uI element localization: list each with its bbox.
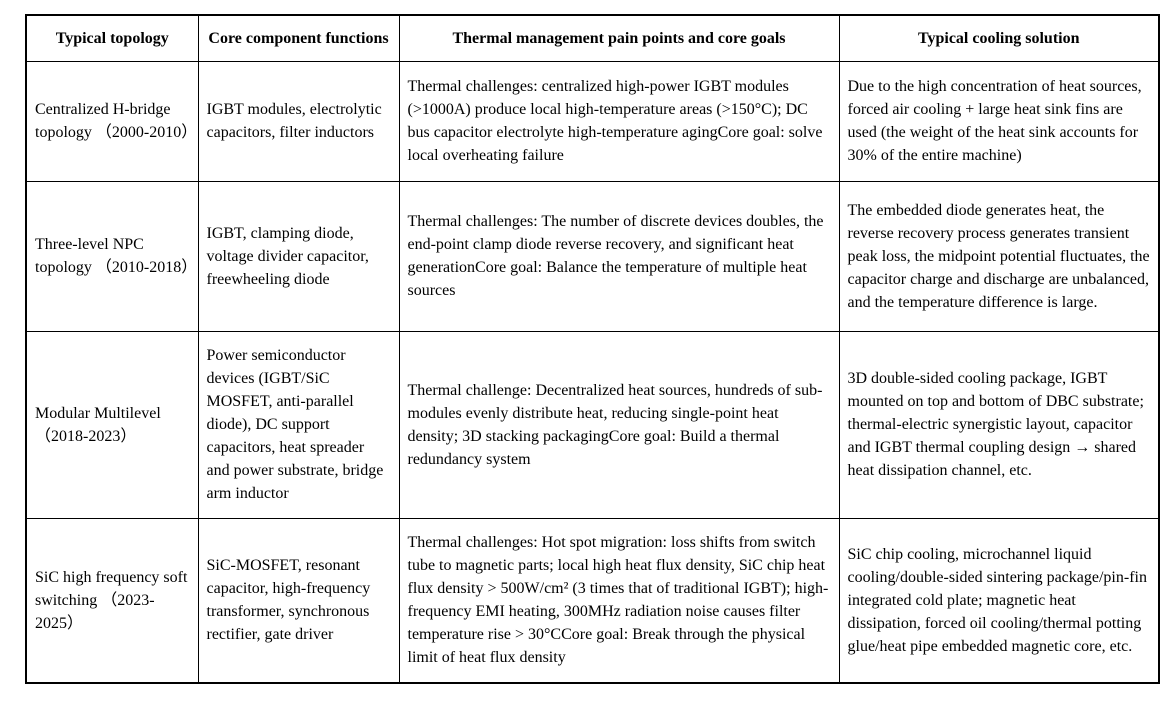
- cell-topology: SiC high frequency soft switching （2023-…: [25, 517, 199, 684]
- topology-thermal-table: Typical topology Core component function…: [25, 14, 1160, 684]
- col-header-typical-topology: Typical topology: [25, 14, 199, 62]
- cell-topology: Centralized H-bridge topology （2000-2010…: [25, 60, 199, 182]
- cell-cooling-solution: The embedded diode generates heat, the r…: [838, 180, 1160, 332]
- table-row-centralized-h-bridge: Centralized H-bridge topology （2000-2010…: [25, 60, 1160, 182]
- cell-components: IGBT, clamping diode, voltage divider ca…: [197, 180, 400, 332]
- cell-components: IGBT modules, electrolytic capacitors, f…: [197, 60, 400, 182]
- cell-topology: Three-level NPC topology （2010-2018）: [25, 180, 199, 332]
- header-row: Typical topology Core component function…: [25, 14, 1160, 62]
- cell-components: Power semiconductor devices (IGBT/SiC MO…: [197, 330, 400, 519]
- cell-pain-points: Thermal challenge: Decentralized heat so…: [398, 330, 840, 519]
- cell-cooling-solution: 3D double-sided cooling package, IGBT mo…: [838, 330, 1160, 519]
- cell-pain-points: Thermal challenges: The number of discre…: [398, 180, 840, 332]
- col-header-core-component-functions: Core component functions: [197, 14, 400, 62]
- cell-components: SiC-MOSFET, resonant capacitor, high-fre…: [197, 517, 400, 684]
- table-row-three-level-npc: Three-level NPC topology （2010-2018） IGB…: [25, 180, 1160, 332]
- col-header-typical-cooling-solution: Typical cooling solution: [838, 14, 1160, 62]
- table-row-sic-high-frequency: SiC high frequency soft switching （2023-…: [25, 517, 1160, 684]
- cell-cooling-solution: SiC chip cooling, microchannel liquid co…: [838, 517, 1160, 684]
- col-header-thermal-pain-points: Thermal management pain points and core …: [398, 14, 840, 62]
- table-row-modular-multilevel: Modular Multilevel （2018-2023） Power sem…: [25, 330, 1160, 519]
- cell-pain-points: Thermal challenges: Hot spot migration: …: [398, 517, 840, 684]
- cell-cooling-solution: Due to the high concentration of heat so…: [838, 60, 1160, 182]
- cell-pain-points: Thermal challenges: centralized high-pow…: [398, 60, 840, 182]
- cell-topology: Modular Multilevel （2018-2023）: [25, 330, 199, 519]
